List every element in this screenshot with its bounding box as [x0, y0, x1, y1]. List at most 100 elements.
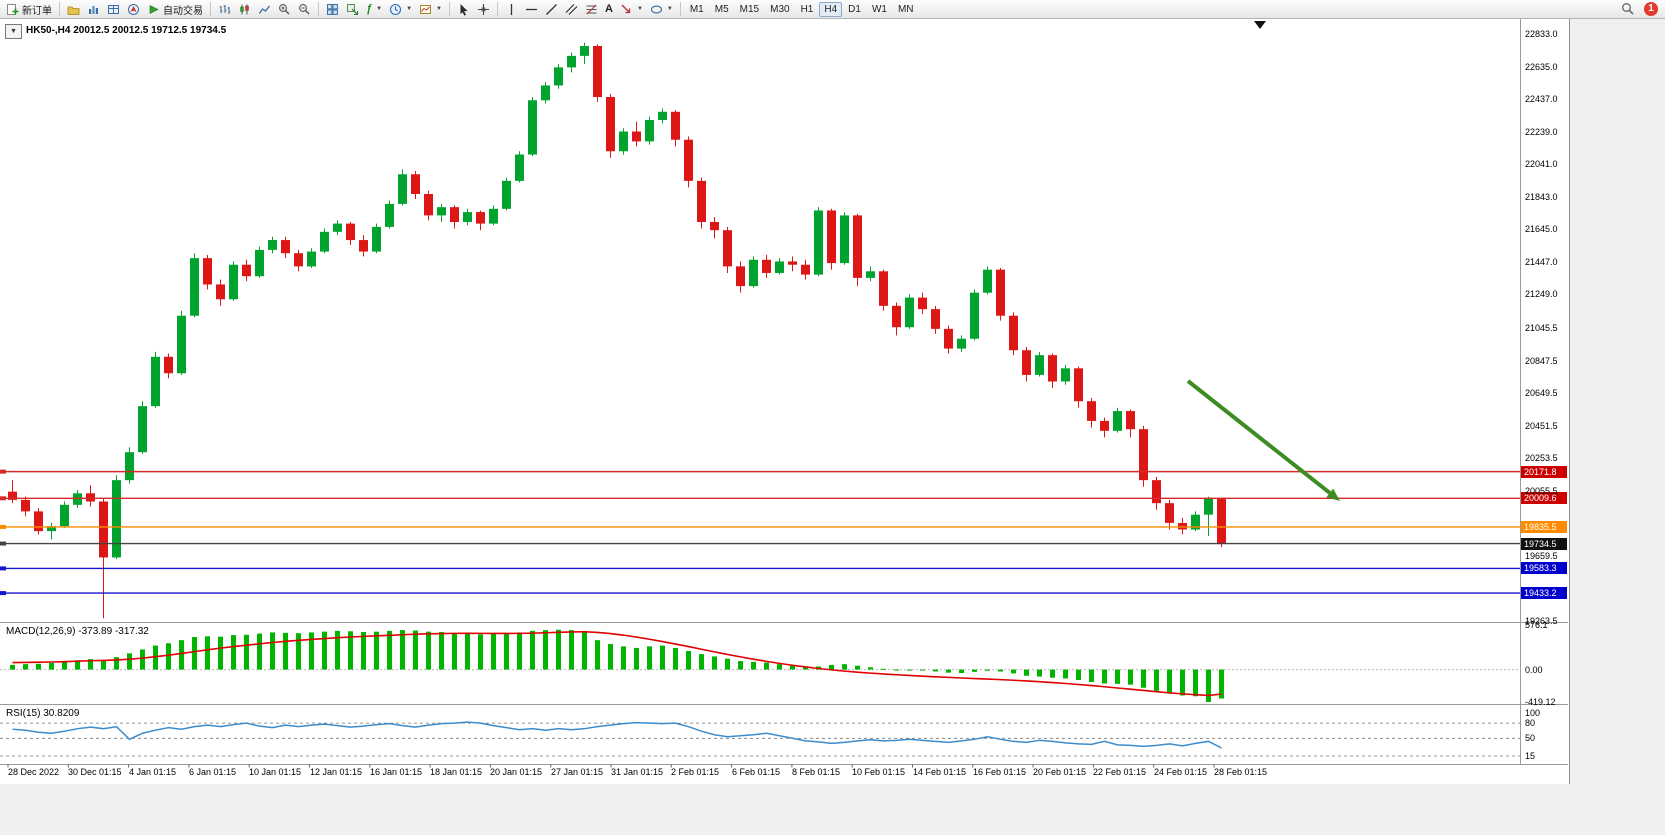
macd-bar	[153, 645, 158, 670]
macd-bar	[218, 636, 223, 670]
macd-bar	[777, 664, 782, 670]
indicators-icon: ƒ	[366, 3, 373, 15]
toolbar-separator	[448, 2, 450, 16]
zoom-out-button[interactable]	[295, 2, 314, 17]
macd-bar	[1219, 669, 1224, 699]
macd-bar	[712, 656, 717, 670]
candle-body	[359, 240, 368, 252]
price-axis-label: 21843.0	[1525, 192, 1558, 202]
macd-bar	[335, 630, 340, 670]
macd-bar	[413, 630, 418, 670]
templates-button[interactable]: ▼	[416, 2, 445, 17]
candle-body	[788, 261, 797, 265]
timeframe-M1[interactable]: M1	[689, 3, 704, 15]
text-tool-button[interactable]: A	[602, 2, 616, 16]
macd-bar	[647, 646, 652, 670]
indicators-button[interactable]: ƒ ▼	[363, 2, 385, 16]
price-axis-label: 20253.5	[1525, 453, 1558, 463]
cursor-tool-button[interactable]	[454, 2, 473, 17]
shapes-tool-button[interactable]: ▼	[647, 2, 676, 17]
macd-bar	[738, 661, 743, 670]
clock-icon	[389, 3, 402, 16]
tile-windows-button[interactable]	[323, 2, 342, 17]
macd-bar	[569, 630, 574, 670]
annotation-arrow-head[interactable]	[1326, 488, 1340, 501]
macd-bar	[101, 661, 106, 670]
candle-body	[853, 215, 862, 278]
macd-bar	[1037, 669, 1042, 677]
period-clock-button[interactable]: ▼	[386, 2, 415, 17]
search-button[interactable]	[1618, 1, 1638, 17]
crosshair-tool-button[interactable]	[474, 2, 493, 17]
bars-chart-button[interactable]	[215, 2, 234, 17]
new-order-button[interactable]: 新订单	[3, 1, 55, 18]
macd-bar	[1206, 669, 1211, 702]
price-axis-label: 21447.0	[1525, 257, 1558, 267]
notification-badge[interactable]: 1	[1644, 2, 1658, 16]
chart-shift-marker-icon[interactable]	[1254, 21, 1266, 29]
candle-body	[346, 223, 355, 241]
candle-body	[944, 328, 953, 349]
arrow-tool-button[interactable]: ▼	[617, 2, 646, 17]
timeframe-MN[interactable]: MN	[897, 3, 914, 15]
candle-body	[632, 131, 641, 142]
channel-tool-button[interactable]	[562, 2, 581, 17]
indicators-caret-icon: ▼	[376, 6, 383, 12]
fibonacci-tool-button[interactable]	[582, 2, 601, 17]
line-chart-button[interactable]	[255, 2, 274, 17]
time-axis-label: 20 Feb 01:15	[1033, 767, 1087, 777]
timeframe-M30[interactable]: M30	[770, 3, 790, 15]
hline-tool-button[interactable]	[522, 2, 541, 17]
candle-body	[983, 269, 992, 293]
timeframe-M5[interactable]: M5	[714, 3, 729, 15]
timeframe-H4[interactable]: H4	[819, 1, 843, 17]
market-watch-button[interactable]	[84, 2, 103, 17]
search-icon	[1621, 2, 1635, 16]
candle-body	[1204, 497, 1213, 515]
macd-histogram	[10, 629, 1224, 702]
zoom-in-button[interactable]	[275, 2, 294, 17]
chart-window[interactable]: ▼ HK50-,H4 20012.5 20012.5 19712.5 19734…	[0, 19, 1570, 784]
candle-body	[619, 131, 628, 152]
trendline-tool-button[interactable]	[542, 2, 561, 17]
candle-body	[268, 240, 277, 250]
timeframe-W1[interactable]: W1	[871, 3, 887, 15]
rsi-axis-label: 100	[1525, 708, 1541, 718]
macd-axis-label: 576.1	[1525, 620, 1548, 630]
timeframe-D1[interactable]: D1	[848, 3, 861, 15]
arrange-windows-button[interactable]	[343, 2, 362, 17]
candles-chart-button[interactable]	[235, 2, 254, 17]
candle-body	[1074, 368, 1083, 402]
price-axis-label: 22041.0	[1525, 159, 1558, 169]
timeframe-H1[interactable]: H1	[800, 3, 814, 15]
macd-bar	[972, 669, 977, 672]
chart-canvas[interactable]	[0, 19, 1569, 784]
candle-body	[125, 452, 134, 481]
navigator-button[interactable]	[124, 2, 143, 17]
vline-tool-button[interactable]	[502, 2, 521, 17]
autotrade-button[interactable]: 自动交易	[144, 1, 206, 18]
candle-body	[931, 309, 940, 329]
macd-bar	[868, 667, 873, 670]
macd-bar	[491, 633, 496, 670]
chart-title: HK50-,H4 20012.5 20012.5 19712.5 19734.5	[26, 25, 227, 36]
price-axis-label: 22833.0	[1525, 29, 1558, 39]
data-window-button[interactable]	[104, 2, 123, 17]
macd-indicator-label: MACD(12,26,9) -373.89 -317.32	[6, 626, 149, 637]
symbol-dropdown-button[interactable]: ▼	[5, 24, 22, 39]
timeframe-M15[interactable]: M15	[739, 3, 760, 15]
rsi-indicator-label: RSI(15) 30.8209	[6, 708, 80, 719]
annotation-arrow-shaft[interactable]	[1186, 379, 1332, 495]
candle-body	[34, 511, 43, 532]
time-axis-label: 24 Feb 01:15	[1154, 767, 1208, 777]
macd-bar	[127, 653, 132, 670]
macd-bar	[907, 669, 912, 671]
macd-bar	[842, 664, 847, 670]
profiles-button[interactable]	[64, 2, 83, 17]
macd-bar	[10, 664, 15, 670]
line-chart-icon	[258, 3, 271, 16]
vline-tool-icon	[505, 3, 518, 16]
candle-body	[1191, 514, 1200, 530]
macd-bar	[296, 633, 301, 670]
candle-body	[60, 504, 69, 527]
